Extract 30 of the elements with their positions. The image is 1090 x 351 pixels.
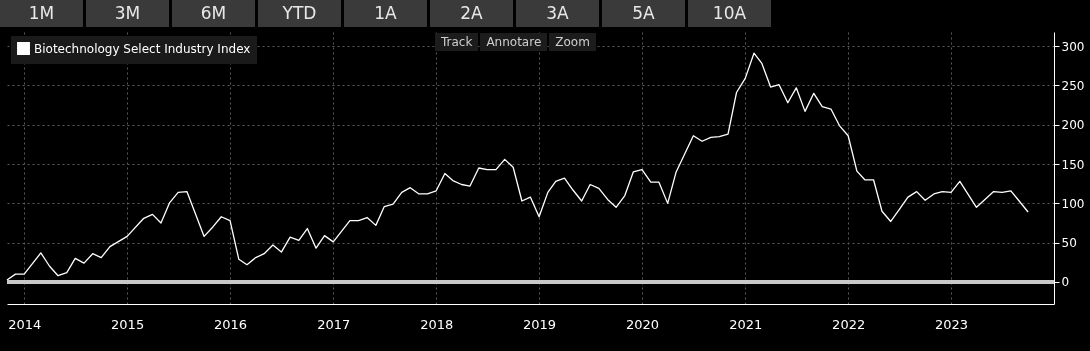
text: 5A [602,0,685,27]
legend-label: Biotechnology Select Industry Index [34,41,251,56]
text: 1A [344,0,427,27]
text: 6M [172,0,255,27]
text: 1M [0,0,83,27]
y-tick-label: 250 [1061,78,1085,93]
x-tick-label: 2014 [8,316,42,332]
x-tick-label: 2022 [832,316,866,332]
x-tick-label: 2016 [214,316,248,332]
x-tick-label: 2015 [111,316,145,332]
y-tick-label: 300 [1061,39,1085,54]
text: YTD [258,0,341,27]
y-tick-label: 0 [1061,275,1070,290]
annotation: Zoom [549,33,596,51]
x-tick-label: 2020 [625,316,660,332]
x-tick-label: 2019 [523,316,557,332]
x-tick-label: 2023 [935,316,969,332]
x-tick-label: 2017 [317,316,351,332]
y-tick-label: 150 [1061,157,1085,172]
text: 3A [516,0,599,27]
x-tick-label: 2021 [729,316,763,332]
y-tick-label: 50 [1061,236,1077,251]
y-tick-label: 100 [1061,196,1085,211]
y-tick-label: 200 [1061,118,1085,133]
text: 10A [688,0,771,27]
text: 2A [430,0,513,27]
text: 3M [86,0,169,27]
annotation: Annotare [480,33,548,51]
x-tick-label: 2018 [420,316,454,332]
annotation: Track [435,33,479,51]
